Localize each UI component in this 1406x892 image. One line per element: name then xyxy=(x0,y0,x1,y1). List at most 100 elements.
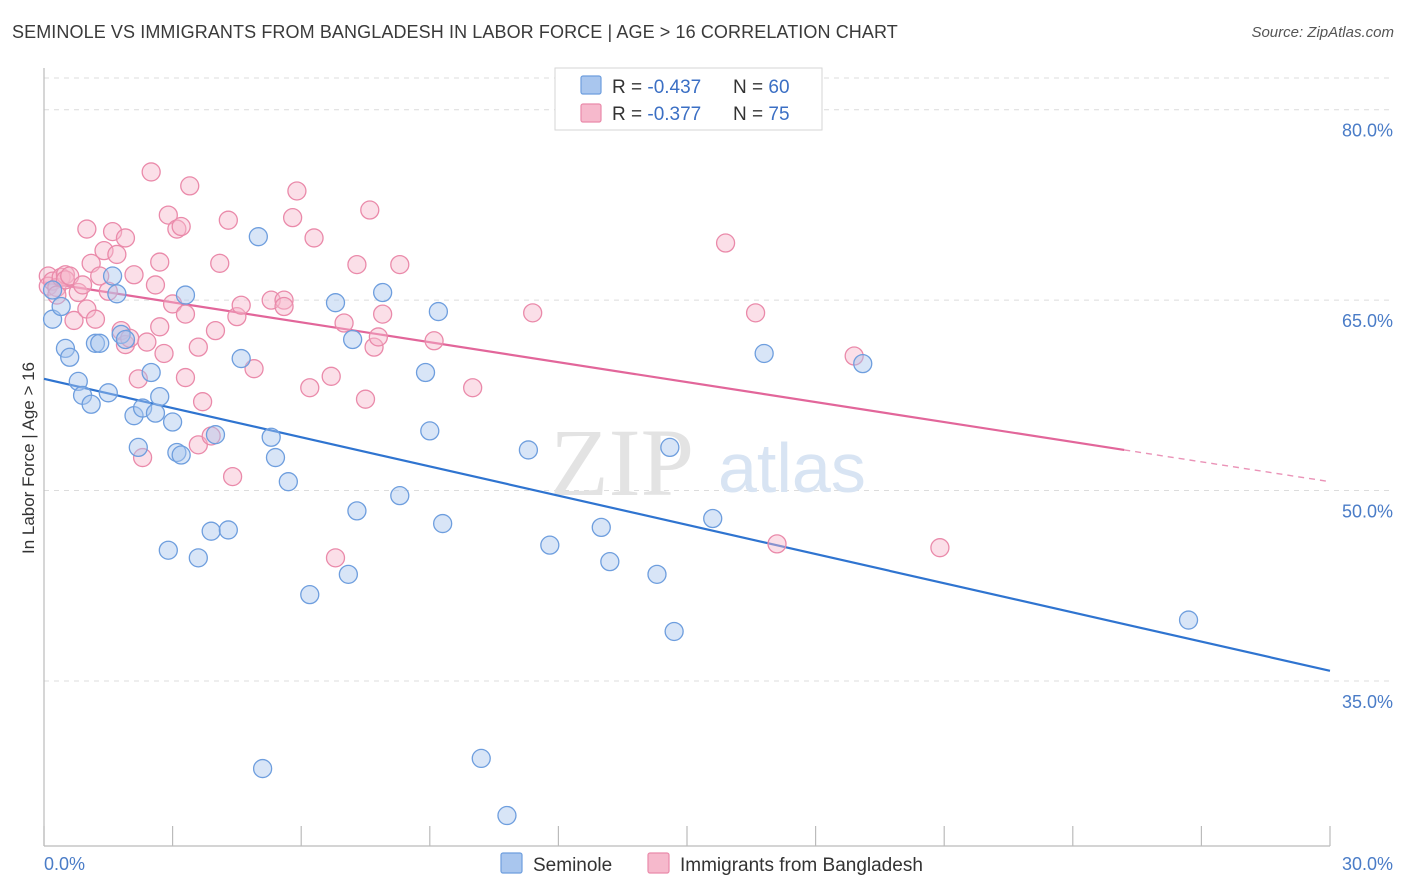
bangladesh-point-53 xyxy=(274,290,294,310)
bangladesh-point-51 xyxy=(244,359,264,379)
seminole-point-28 xyxy=(205,425,226,445)
svg-text:N = 75: N = 75 xyxy=(733,104,790,125)
legend-r-value-1: -0.437 xyxy=(647,77,701,98)
y-axis-label: In Labor Force | Age > 16 xyxy=(19,362,38,554)
x-ticks xyxy=(43,826,1331,846)
points-bangladesh xyxy=(38,162,950,568)
x-tick-label-max: 30.0% xyxy=(1342,854,1393,874)
bangladesh-point-11 xyxy=(72,275,93,295)
seminole-point-39 xyxy=(342,329,363,350)
seminole-point-47 xyxy=(471,748,491,769)
bottom-legend-bangladesh: Immigrants from Bangladesh xyxy=(680,855,923,876)
seminole-point-58 xyxy=(853,353,873,374)
bangladesh-point-34 xyxy=(158,205,178,225)
watermark-atlas: atlas xyxy=(718,429,866,507)
legend-n-value-1: 60 xyxy=(768,77,789,98)
seminole-point-0 xyxy=(42,280,63,300)
seminole-point-3 xyxy=(55,338,76,359)
seminole-point-59 xyxy=(1178,610,1199,630)
seminole-point-54 xyxy=(660,437,680,458)
seminole-point-14 xyxy=(115,329,136,350)
correlation-legend: R = -0.437 N = 60 R = -0.377 N = 75 xyxy=(554,67,823,131)
legend-r-label-1: R = xyxy=(612,77,647,98)
svg-text:R = -0.437: R = -0.437 xyxy=(612,77,701,98)
bangladesh-point-56 xyxy=(287,181,307,201)
seminole-point-35 xyxy=(278,472,298,492)
svg-text:N = 60: N = 60 xyxy=(733,77,790,98)
trend-lines xyxy=(43,281,1331,672)
seminole-point-48 xyxy=(497,805,517,826)
bangladesh-point-30 xyxy=(145,275,166,295)
seminole-point-44 xyxy=(420,421,440,441)
seminole-point-25 xyxy=(175,285,196,305)
seminole-point-31 xyxy=(248,227,268,247)
bangladesh-point-47 xyxy=(218,210,238,230)
bangladesh-point-23 xyxy=(115,228,136,248)
bangladesh-point-33 xyxy=(154,343,174,364)
bangladesh-point-48 xyxy=(222,466,243,487)
bangladesh-point-69 xyxy=(424,331,444,351)
seminole-point-12 xyxy=(107,284,127,304)
seminole-point-51 xyxy=(591,517,611,538)
y-tick-label-50: 50.0% xyxy=(1342,502,1393,522)
bangladesh-point-67 xyxy=(372,304,393,324)
seminole-point-19 xyxy=(145,403,166,423)
seminole-point-57 xyxy=(754,343,774,364)
bangladesh-point-43 xyxy=(192,392,213,412)
legend-swatch-bangladesh xyxy=(580,103,602,123)
bangladesh-point-50 xyxy=(231,295,251,315)
bangladesh-point-27 xyxy=(132,447,153,468)
bangladesh-point-76 xyxy=(930,538,950,558)
bangladesh-point-72 xyxy=(715,233,736,253)
seminole-point-29 xyxy=(218,520,238,540)
seminole-point-45 xyxy=(428,301,449,322)
bangladesh-point-15 xyxy=(85,309,106,329)
bangladesh-point-37 xyxy=(171,216,191,237)
trend-line-bangladesh-extension xyxy=(1124,449,1331,483)
bangladesh-point-25 xyxy=(124,265,144,285)
seminole-point-9 xyxy=(90,333,110,353)
seminole-point-33 xyxy=(261,427,281,447)
bangladesh-point-42 xyxy=(188,337,208,357)
seminole-point-22 xyxy=(162,412,183,432)
bangladesh-point-71 xyxy=(523,303,543,323)
bangladesh-point-60 xyxy=(325,548,346,568)
bangladesh-point-68 xyxy=(390,254,410,275)
bangladesh-point-38 xyxy=(175,304,196,324)
source-label: Source: ZipAtlas.com xyxy=(1251,24,1394,41)
bottom-legend-swatch-seminole xyxy=(500,852,523,874)
seminole-point-10 xyxy=(98,383,118,403)
bangladesh-point-39 xyxy=(175,367,196,388)
bangladesh-point-59 xyxy=(321,366,341,386)
bangladesh-point-46 xyxy=(210,253,230,273)
bangladesh-point-64 xyxy=(360,200,380,220)
bangladesh-point-65 xyxy=(364,337,384,357)
legend-n-value-2: 75 xyxy=(768,104,789,125)
bangladesh-point-31 xyxy=(150,252,170,272)
seminole-point-46 xyxy=(433,513,453,534)
bangladesh-point-61 xyxy=(334,313,354,333)
seminole-point-50 xyxy=(540,535,560,555)
seminole-point-56 xyxy=(703,508,723,529)
series-legend: Seminole Immigrants from Bangladesh xyxy=(500,852,923,876)
svg-text:R = -0.377: R = -0.377 xyxy=(612,104,701,125)
seminole-point-8 xyxy=(85,333,106,353)
seminole-point-52 xyxy=(600,551,620,572)
bangladesh-point-55 xyxy=(282,207,303,228)
seminole-point-16 xyxy=(128,437,148,458)
seminole-point-18 xyxy=(141,362,161,383)
y-tick-label-65: 65.0% xyxy=(1342,311,1393,331)
bangladesh-point-58 xyxy=(304,228,324,248)
legend-r-value-2: -0.377 xyxy=(647,104,701,125)
seminole-point-34 xyxy=(265,447,286,468)
chart-title: SEMINOLE VS IMMIGRANTS FROM BANGLADESH I… xyxy=(12,22,898,42)
points-seminole xyxy=(42,227,1199,826)
bangladesh-point-29 xyxy=(141,162,161,182)
seminole-point-42 xyxy=(390,485,410,506)
bangladesh-point-74 xyxy=(767,534,787,554)
seminole-point-26 xyxy=(188,548,208,568)
legend-n-label-1: N = xyxy=(733,77,768,98)
legend-swatch-seminole xyxy=(580,75,602,95)
seminole-point-4 xyxy=(60,347,80,367)
seminole-point-53 xyxy=(647,564,667,584)
